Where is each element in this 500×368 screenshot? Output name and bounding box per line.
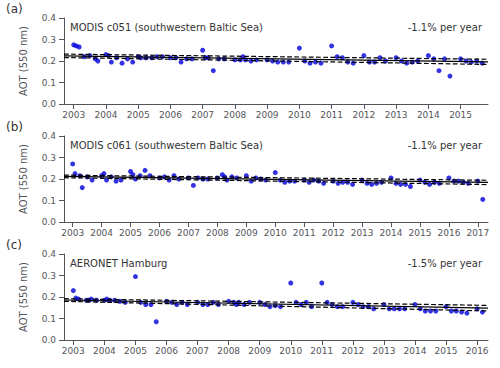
svg-text:2009: 2009 [235, 228, 258, 238]
svg-text:2014: 2014 [417, 110, 440, 120]
svg-text:2006: 2006 [155, 346, 178, 356]
svg-text:(c): (c) [6, 238, 22, 252]
svg-text:2017: 2017 [466, 228, 489, 238]
svg-text:AOT (550 nm): AOT (550 nm) [18, 26, 29, 96]
svg-text:2004: 2004 [93, 346, 116, 356]
svg-text:2013: 2013 [372, 346, 395, 356]
svg-text:2005: 2005 [124, 346, 147, 356]
svg-text:2004: 2004 [94, 110, 117, 120]
svg-text:2016: 2016 [466, 346, 489, 356]
svg-text:2012: 2012 [341, 346, 364, 356]
svg-text:2003: 2003 [62, 346, 85, 356]
svg-text:0.0: 0.0 [42, 217, 57, 227]
svg-text:2008: 2008 [223, 110, 246, 120]
svg-text:2011: 2011 [310, 346, 333, 356]
svg-text:2015: 2015 [435, 346, 458, 356]
svg-text:2006: 2006 [159, 110, 182, 120]
svg-text:2010: 2010 [264, 228, 287, 238]
svg-text:2007: 2007 [177, 228, 200, 238]
svg-text:0.3: 0.3 [42, 153, 56, 163]
svg-text:2015: 2015 [449, 110, 472, 120]
svg-text:2009: 2009 [248, 346, 271, 356]
svg-text:2006: 2006 [148, 228, 171, 238]
svg-text:0.4: 0.4 [42, 13, 57, 23]
svg-text:2005: 2005 [119, 228, 142, 238]
svg-text:0.0: 0.0 [42, 335, 57, 345]
svg-text:0.3: 0.3 [42, 271, 56, 281]
svg-text:2008: 2008 [217, 346, 240, 356]
svg-text:2011: 2011 [320, 110, 343, 120]
svg-text:MODIS c051 (southwestern Balti: MODIS c051 (southwestern Baltic Sea) [70, 22, 263, 33]
svg-text:2013: 2013 [351, 228, 374, 238]
svg-text:2016: 2016 [437, 228, 460, 238]
svg-text:0.2: 0.2 [42, 174, 56, 184]
svg-text:2012: 2012 [322, 228, 345, 238]
svg-text:2013: 2013 [385, 110, 408, 120]
svg-text:0.2: 0.2 [42, 56, 56, 66]
svg-text:-1.1% per year: -1.1% per year [408, 22, 483, 33]
svg-text:2012: 2012 [352, 110, 375, 120]
svg-text:-1.1% per year: -1.1% per year [408, 140, 483, 151]
svg-text:MODIS c061 (southwestern Balti: MODIS c061 (southwestern Baltic Sea) [70, 140, 263, 151]
svg-text:2005: 2005 [127, 110, 150, 120]
svg-text:2007: 2007 [191, 110, 214, 120]
svg-text:2009: 2009 [256, 110, 279, 120]
svg-text:2010: 2010 [279, 346, 302, 356]
svg-text:0.1: 0.1 [42, 196, 56, 206]
svg-text:2014: 2014 [380, 228, 403, 238]
svg-text:AOT (550 nm): AOT (550 nm) [18, 144, 29, 214]
svg-text:0.4: 0.4 [42, 249, 57, 259]
svg-text:2003: 2003 [62, 110, 85, 120]
svg-text:2003: 2003 [61, 228, 84, 238]
svg-text:0.3: 0.3 [42, 35, 56, 45]
svg-text:2011: 2011 [293, 228, 316, 238]
svg-text:2008: 2008 [206, 228, 229, 238]
svg-text:0.1: 0.1 [42, 78, 56, 88]
svg-text:AERONET Hamburg: AERONET Hamburg [70, 258, 167, 269]
svg-text:2014: 2014 [404, 346, 427, 356]
svg-text:0.1: 0.1 [42, 314, 56, 324]
svg-text:(a): (a) [6, 2, 23, 16]
svg-text:-1.5% per year: -1.5% per year [408, 258, 483, 269]
svg-text:2004: 2004 [90, 228, 113, 238]
svg-text:0.2: 0.2 [42, 292, 56, 302]
svg-text:(b): (b) [6, 120, 23, 134]
svg-text:2007: 2007 [186, 346, 209, 356]
svg-text:2015: 2015 [409, 228, 432, 238]
svg-text:0.4: 0.4 [42, 131, 57, 141]
svg-text:0.0: 0.0 [42, 99, 57, 109]
svg-text:AOT (550 nm): AOT (550 nm) [18, 262, 29, 332]
svg-text:2010: 2010 [288, 110, 311, 120]
